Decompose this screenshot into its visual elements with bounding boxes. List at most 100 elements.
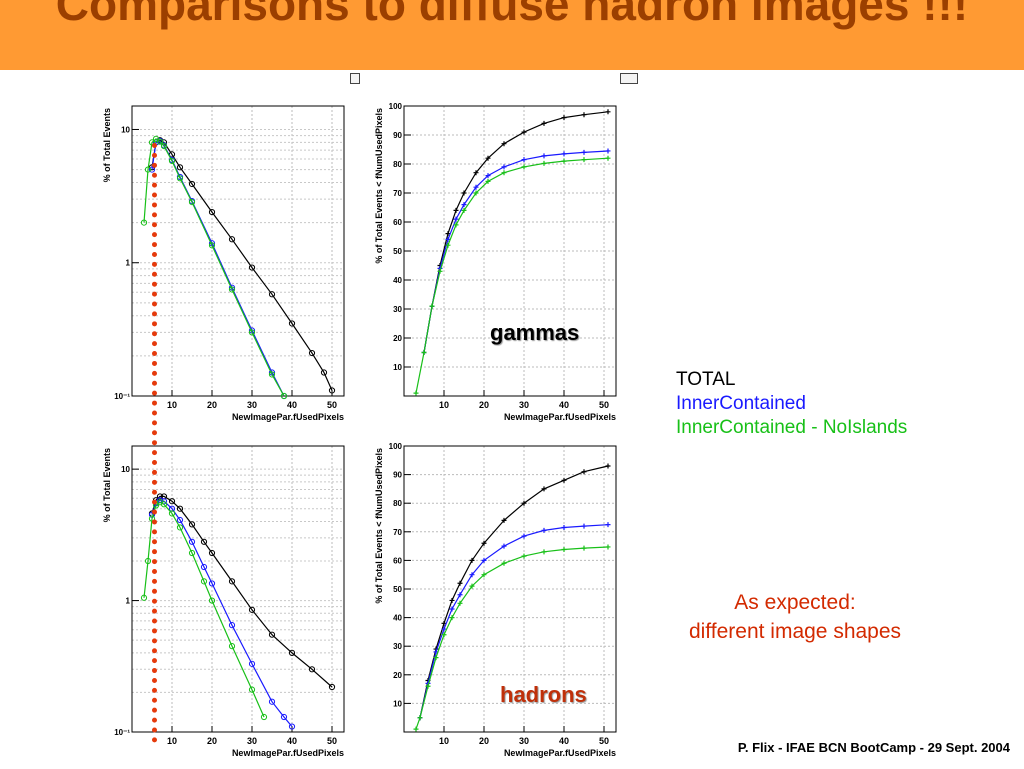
data-point: [208, 580, 216, 587]
x-tick-label: 40: [287, 400, 297, 410]
data-point: [441, 632, 447, 638]
window-button-icon[interactable]: [350, 73, 360, 84]
data-point: [605, 463, 611, 469]
data-point: [268, 291, 276, 298]
data-point: [156, 138, 164, 145]
data-point: [188, 180, 196, 188]
conclusion-line-1: As expected:: [734, 591, 856, 614]
x-tick-label: 10: [439, 736, 449, 746]
y-tick-label: 10: [121, 125, 130, 134]
data-point: [248, 606, 256, 613]
window-button-wide-icon[interactable]: [620, 73, 638, 84]
y-tick-label: 90: [393, 131, 402, 140]
chart-hadrons-diff-svg: 10 20 30 40 50 10⁻¹ 1 10 NewImagePar.fUsedPixels…: [102, 445, 345, 758]
data-point: [176, 164, 184, 171]
data-point: [288, 723, 296, 730]
data-point: [521, 533, 527, 539]
data-point: [605, 522, 611, 528]
series-line-0: [151, 139, 333, 391]
legend-item-inner-contained-noislands: InnerContained - NoIslands: [676, 417, 908, 438]
data-point: [176, 505, 184, 512]
plot-frame: [131, 105, 345, 397]
y-tick-label: 100: [389, 102, 403, 111]
data-point: [288, 649, 296, 656]
data-point: [541, 160, 547, 166]
data-point: [280, 392, 288, 400]
y-tick-label: 90: [393, 471, 402, 480]
x-axis-label: NewImagePar.fUsedPixels: [504, 748, 616, 758]
data-point: [308, 349, 316, 357]
data-point: [581, 112, 587, 118]
y-tick-label: 1: [126, 597, 131, 606]
y-axis-label: % of Total Events < fNumUsedPixels: [374, 108, 384, 264]
x-tick-label: 30: [247, 400, 257, 410]
data-point: [457, 600, 463, 606]
series-line-1: [419, 524, 609, 718]
y-axis-label: % of Total Events < fNumUsedPixels: [374, 448, 384, 604]
data-point: [320, 369, 328, 376]
data-point: [501, 543, 507, 549]
data-point: [168, 510, 176, 517]
data-point: [457, 592, 463, 598]
data-point: [228, 578, 236, 585]
data-point: [461, 190, 467, 196]
conclusion-line-2: different image shapes: [688, 620, 902, 643]
x-tick-label: 10: [439, 400, 449, 410]
data-point: [413, 390, 419, 396]
data-point: [581, 469, 587, 475]
series-line-1: [151, 499, 293, 727]
data-point: [429, 303, 435, 309]
data-point: [501, 141, 507, 147]
data-point: [481, 572, 487, 578]
label-gammas: gammas: [490, 320, 580, 345]
data-point: [176, 524, 184, 531]
series-line-1: [423, 150, 609, 353]
data-point: [188, 538, 196, 545]
data-point: [144, 166, 152, 173]
data-point: [168, 498, 176, 505]
y-tick-label: 70: [393, 528, 402, 537]
conclusion-note: As expected: different image shapes: [640, 588, 950, 646]
data-point: [248, 686, 256, 693]
y-tick-label: 50: [393, 247, 402, 256]
data-point: [521, 164, 527, 170]
data-point: [485, 155, 491, 161]
data-point: [140, 219, 148, 226]
data-point: [445, 242, 451, 248]
data-point: [581, 545, 587, 551]
data-point: [541, 527, 547, 533]
data-point: [437, 268, 443, 274]
data-point: [521, 553, 527, 559]
data-point: [188, 199, 196, 206]
x-tick-label: 30: [519, 736, 529, 746]
data-point: [208, 208, 216, 216]
data-point: [328, 683, 336, 691]
data-point: [449, 597, 455, 603]
data-point: [481, 540, 487, 546]
data-point: [152, 135, 160, 142]
data-point: [208, 597, 216, 604]
data-point: [248, 329, 256, 336]
data-point: [160, 143, 168, 150]
data-point: [417, 715, 423, 721]
data-point: [605, 148, 611, 154]
plot-gammas-cum: 10 20 30 40 50 10 20 30 40 50 60 70 80 90 100 NewImageP…: [368, 92, 626, 433]
data-point: [453, 207, 459, 213]
x-axis-label: NewImagePar.fUsedPixels: [232, 412, 344, 422]
x-tick-label: 40: [287, 736, 297, 746]
footer-credit: P. Flix - IFAE BCN BootCamp - 29 Sept. 2…: [737, 740, 1010, 755]
y-tick-label: 10: [121, 465, 130, 474]
y-tick-label: 40: [393, 276, 402, 285]
data-point: [461, 207, 467, 213]
x-tick-label: 30: [519, 400, 529, 410]
y-tick-label: 60: [393, 556, 402, 565]
data-point: [541, 120, 547, 126]
data-point: [413, 726, 419, 732]
data-point: [188, 549, 196, 557]
data-point: [481, 557, 487, 563]
data-point: [561, 547, 567, 553]
chart-gammas-cum-svg: 10 20 30 40 50 10 20 30 40 50 60 70 80 90 100 NewImageP…: [374, 102, 617, 422]
chart-hadrons-cum-svg: 10 20 30 40 50 10 20 30 40 50 60 70 80 90 100 NewImageP…: [374, 442, 617, 758]
data-point: [485, 178, 491, 184]
data-point: [449, 615, 455, 621]
